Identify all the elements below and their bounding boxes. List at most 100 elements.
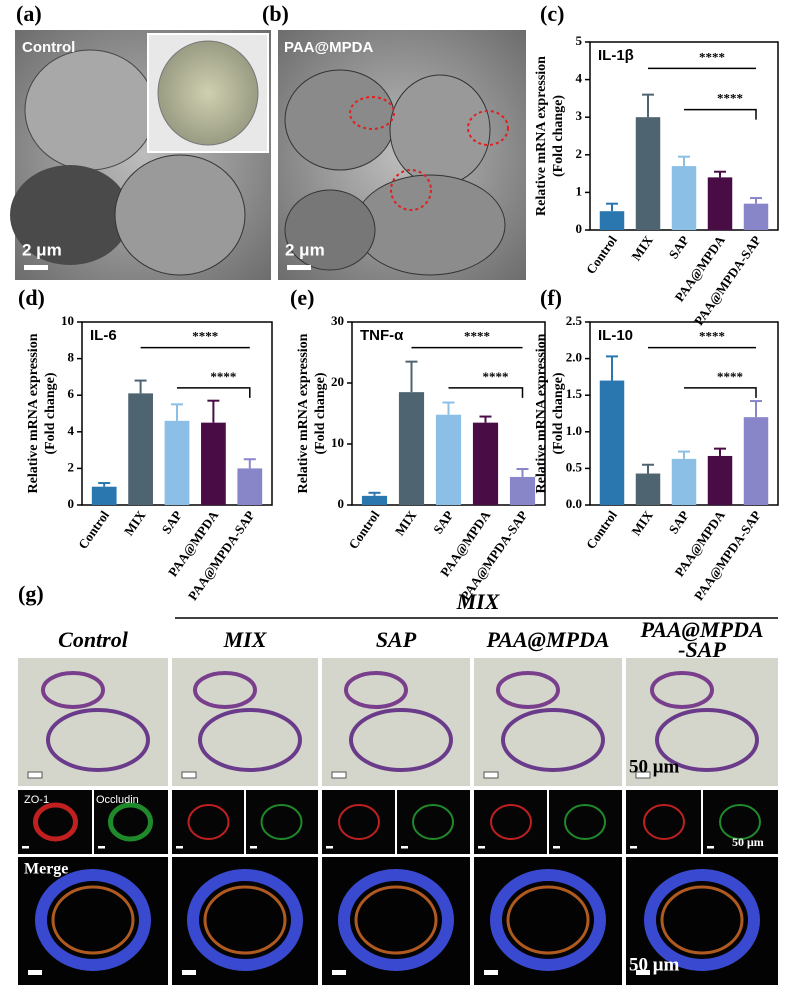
cell [114, 154, 246, 276]
x-tick-label: Control [583, 508, 620, 552]
highlight [390, 169, 432, 211]
tissue [496, 671, 560, 709]
significance: **** [192, 329, 218, 344]
bar [201, 422, 226, 505]
scale-bar [553, 846, 560, 849]
tissue [501, 708, 605, 772]
chart-title: IL-1β [598, 47, 634, 64]
x-tick-label: PAA@MPDA-SAP [691, 233, 764, 328]
merge-tissue [490, 869, 606, 971]
tissue [41, 671, 105, 709]
y-axis-label: Relative mRNA expression [26, 333, 41, 493]
y-tick-label: 5 [576, 33, 583, 48]
if-image [322, 790, 395, 854]
if-image [397, 790, 470, 854]
zo1-signal [490, 804, 532, 840]
y-tick-label: 0.5 [566, 459, 583, 474]
tissue [344, 671, 408, 709]
x-tick-label: MIX [628, 507, 656, 538]
bar [128, 393, 153, 505]
scale-bar [181, 771, 197, 779]
merge-tissue [187, 869, 303, 971]
scale-text: 50 μm [629, 756, 680, 777]
significance: **** [699, 49, 725, 64]
scale-bar [401, 846, 408, 849]
scale-bar [478, 846, 485, 849]
zo1-signal [643, 804, 685, 840]
tissue [655, 708, 759, 772]
tissue [198, 708, 302, 772]
x-tick-label: MIX [121, 507, 149, 538]
column-label: SAP [376, 627, 417, 652]
y-tick-label: 0 [68, 496, 75, 511]
y-tick-label: 1 [576, 183, 583, 198]
column-label: PAA@MPDA [639, 617, 763, 642]
scale-bar [707, 846, 714, 849]
occludin-signal [719, 804, 761, 840]
y-axis-label: Relative mRNA expression [534, 333, 549, 493]
zo1-signal [338, 804, 380, 840]
highlight [467, 110, 509, 146]
bar [164, 420, 190, 505]
merge-tissue [35, 869, 151, 971]
scale-bar [630, 846, 637, 849]
panel-label: (c) [540, 1, 564, 26]
y-tick-label: 4 [576, 71, 583, 86]
bar [91, 486, 117, 505]
bar [671, 166, 697, 230]
bar [743, 417, 769, 505]
bar [707, 455, 733, 505]
bar [599, 211, 625, 230]
caption: Control [22, 39, 75, 56]
y-tick-label: 10 [61, 313, 74, 328]
if-image [246, 790, 318, 854]
bar [635, 117, 661, 230]
bar [398, 392, 425, 505]
significance-bracket [448, 387, 524, 398]
y-tick-label: 30 [331, 313, 344, 328]
significance: **** [483, 369, 509, 384]
scale-bar [326, 846, 333, 849]
significance: **** [210, 369, 236, 384]
x-tick-label: SAP [666, 508, 692, 537]
y-tick-label: 0 [576, 221, 583, 236]
scale-bar [28, 970, 42, 975]
y-tick-label: 6 [68, 386, 75, 401]
zo1-signal [187, 804, 230, 840]
x-tick-label: SAP [159, 508, 185, 537]
scale-bar [250, 846, 257, 849]
panel-label: (b) [262, 1, 289, 26]
cell [284, 189, 376, 271]
y-tick-label: 20 [331, 374, 344, 389]
scale-bar [332, 970, 346, 975]
y-tick-label: 2 [576, 146, 583, 161]
significance: **** [464, 329, 490, 344]
panel-label: (a) [16, 1, 42, 26]
if-image [18, 790, 92, 854]
merge-lumen [51, 885, 135, 955]
scale-bar [636, 970, 650, 975]
y-tick-label: 2 [68, 459, 75, 474]
y-axis-label: (Fold change) [43, 372, 58, 454]
significance-bracket [684, 387, 757, 398]
if-image [703, 790, 778, 854]
scale-bar [182, 970, 196, 975]
if-image [549, 790, 622, 854]
if-image [626, 790, 701, 854]
bar [635, 473, 661, 505]
tissue [193, 671, 257, 709]
column-label: PAA@MPDA [485, 627, 609, 652]
caption: PAA@MPDA [284, 39, 374, 56]
tissue [650, 671, 714, 709]
y-tick-label: 8 [68, 350, 75, 365]
y-axis-label: (Fold change) [551, 372, 566, 454]
significance-bracket [684, 108, 757, 120]
organoid [157, 40, 259, 146]
significance: **** [699, 329, 725, 344]
x-tick-label: SAP [430, 508, 456, 537]
bar [435, 414, 462, 505]
x-tick-label: Control [345, 508, 382, 552]
y-tick-label: 2.0 [566, 350, 582, 365]
